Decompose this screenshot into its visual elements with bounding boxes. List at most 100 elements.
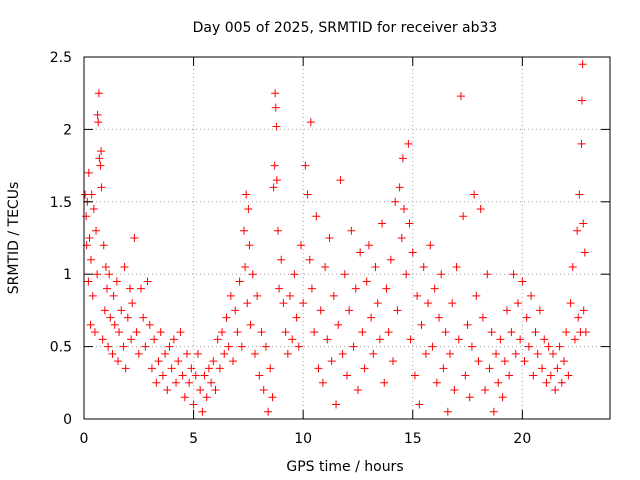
data-point [97,147,106,156]
data-point [99,241,108,250]
data-point [472,291,481,300]
data-point [417,320,426,329]
data-point [139,313,148,322]
data-point [426,241,435,250]
data-point [424,299,433,308]
data-point [187,364,196,373]
data-point [250,349,259,358]
data-point [121,364,130,373]
data-point [94,118,103,127]
data-point [242,190,251,199]
data-point [559,357,568,366]
data-point [86,320,95,329]
data-point [496,335,505,344]
data-point [270,161,279,170]
data-point [351,284,360,293]
data-point [220,349,229,358]
data-point [259,386,268,395]
data-point [382,284,391,293]
data-point [362,277,371,286]
data-point [573,226,582,235]
data-point [465,393,474,402]
data-point [218,328,227,337]
data-point [303,190,312,199]
data-point [518,277,527,286]
data-point [441,328,450,337]
x-tick-label: 20 [513,431,531,447]
data-point [360,364,369,373]
data-point [378,219,387,228]
data-point [211,386,220,395]
data-point [413,291,422,300]
data-point [185,378,194,387]
data-point [467,342,476,351]
data-point [180,393,189,402]
data-point [283,349,292,358]
data-point [239,226,248,235]
data-point [264,407,273,416]
data-point [500,357,509,366]
data-point [478,313,487,322]
data-point [255,371,264,380]
data-point [581,328,590,337]
data-point [158,371,167,380]
data-point [253,291,262,300]
data-point [200,371,209,380]
data-point [120,262,129,271]
chart-title: Day 005 of 2025, SRMTID for receiver ab3… [193,20,498,36]
data-point [336,176,345,185]
data-point [329,291,338,300]
data-point [325,234,334,242]
data-point [470,190,479,199]
data-point [89,205,98,214]
x-tick-label: 15 [404,431,422,447]
data-point [93,270,102,279]
y-tick-label: 2 [63,122,72,138]
data-point [535,306,544,315]
data-point [509,270,518,279]
data-point [101,262,110,271]
data-point [196,386,205,395]
data-point [347,226,356,235]
data-point [275,284,284,293]
data-point [564,371,573,380]
data-point [430,284,439,293]
data-point [226,291,235,300]
data-point [511,349,520,358]
data-point [513,299,522,308]
data-point [288,335,297,344]
data-point [373,299,382,308]
data-point [307,284,316,293]
data-point [557,378,566,387]
data-point [384,328,393,337]
data-point [450,386,459,395]
data-point [231,306,240,315]
data-point [428,342,437,351]
data-point [294,342,303,351]
data-point [410,371,419,380]
data-point [136,284,145,293]
data-point [419,262,428,271]
data-point [345,306,354,315]
y-axis-label: SRMTID / TECUs [6,182,22,295]
data-point [318,378,327,387]
data-point [391,197,400,206]
data-point [575,190,584,199]
data-point [369,349,378,358]
data-point [312,212,321,221]
data-point [106,313,115,322]
data-point [570,335,579,344]
data-point [88,291,97,300]
data-point [117,306,126,315]
data-point [147,364,156,373]
data-point [172,378,181,387]
data-point [516,335,525,344]
data-point [529,371,538,380]
data-point [439,364,448,373]
data-point [269,183,278,192]
data-point [463,320,472,329]
data-point [266,364,275,373]
data-point [398,154,407,163]
data-point [126,284,135,293]
